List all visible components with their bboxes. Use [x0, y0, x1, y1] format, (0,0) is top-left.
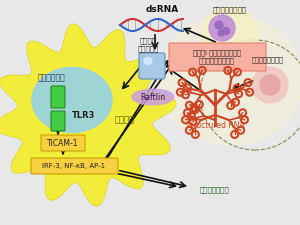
Text: 取り込み
レセプター: 取り込み レセプター: [137, 38, 159, 52]
Text: タイプI インターフェロン
炎症性サイトカイン: タイプI インターフェロン 炎症性サイトカイン: [193, 50, 241, 64]
Text: dsRNA: dsRNA: [146, 5, 178, 14]
Ellipse shape: [144, 58, 152, 65]
Circle shape: [252, 67, 288, 103]
FancyBboxPatch shape: [51, 86, 65, 108]
Text: ウイルス感染細胞: ウイルス感染細胞: [213, 7, 247, 13]
Text: 樹状細胞: 樹状細胞: [115, 115, 135, 124]
Circle shape: [223, 27, 230, 34]
Text: TICAM-1: TICAM-1: [47, 139, 79, 148]
Ellipse shape: [32, 68, 112, 133]
Text: IRF-3, NF-κB, AP-1: IRF-3, NF-κB, AP-1: [42, 163, 106, 169]
Text: ネクローシス細胞: ネクローシス細胞: [252, 57, 284, 63]
Circle shape: [209, 15, 235, 41]
Text: Raftlin: Raftlin: [140, 92, 166, 101]
FancyBboxPatch shape: [169, 43, 266, 71]
Text: エンドソーム: エンドソーム: [38, 74, 66, 83]
Polygon shape: [0, 24, 176, 206]
Circle shape: [202, 7, 258, 63]
FancyBboxPatch shape: [41, 135, 85, 151]
Ellipse shape: [132, 89, 174, 105]
FancyBboxPatch shape: [51, 111, 65, 131]
Circle shape: [218, 30, 224, 36]
FancyBboxPatch shape: [139, 53, 165, 79]
Text: 樹状細胞成熟化: 樹状細胞成熟化: [200, 187, 230, 193]
Circle shape: [260, 75, 280, 95]
FancyBboxPatch shape: [31, 158, 118, 174]
Ellipse shape: [158, 15, 300, 145]
Circle shape: [215, 21, 223, 29]
Text: structured RNA: structured RNA: [186, 121, 244, 130]
Text: TLR3: TLR3: [72, 110, 95, 119]
